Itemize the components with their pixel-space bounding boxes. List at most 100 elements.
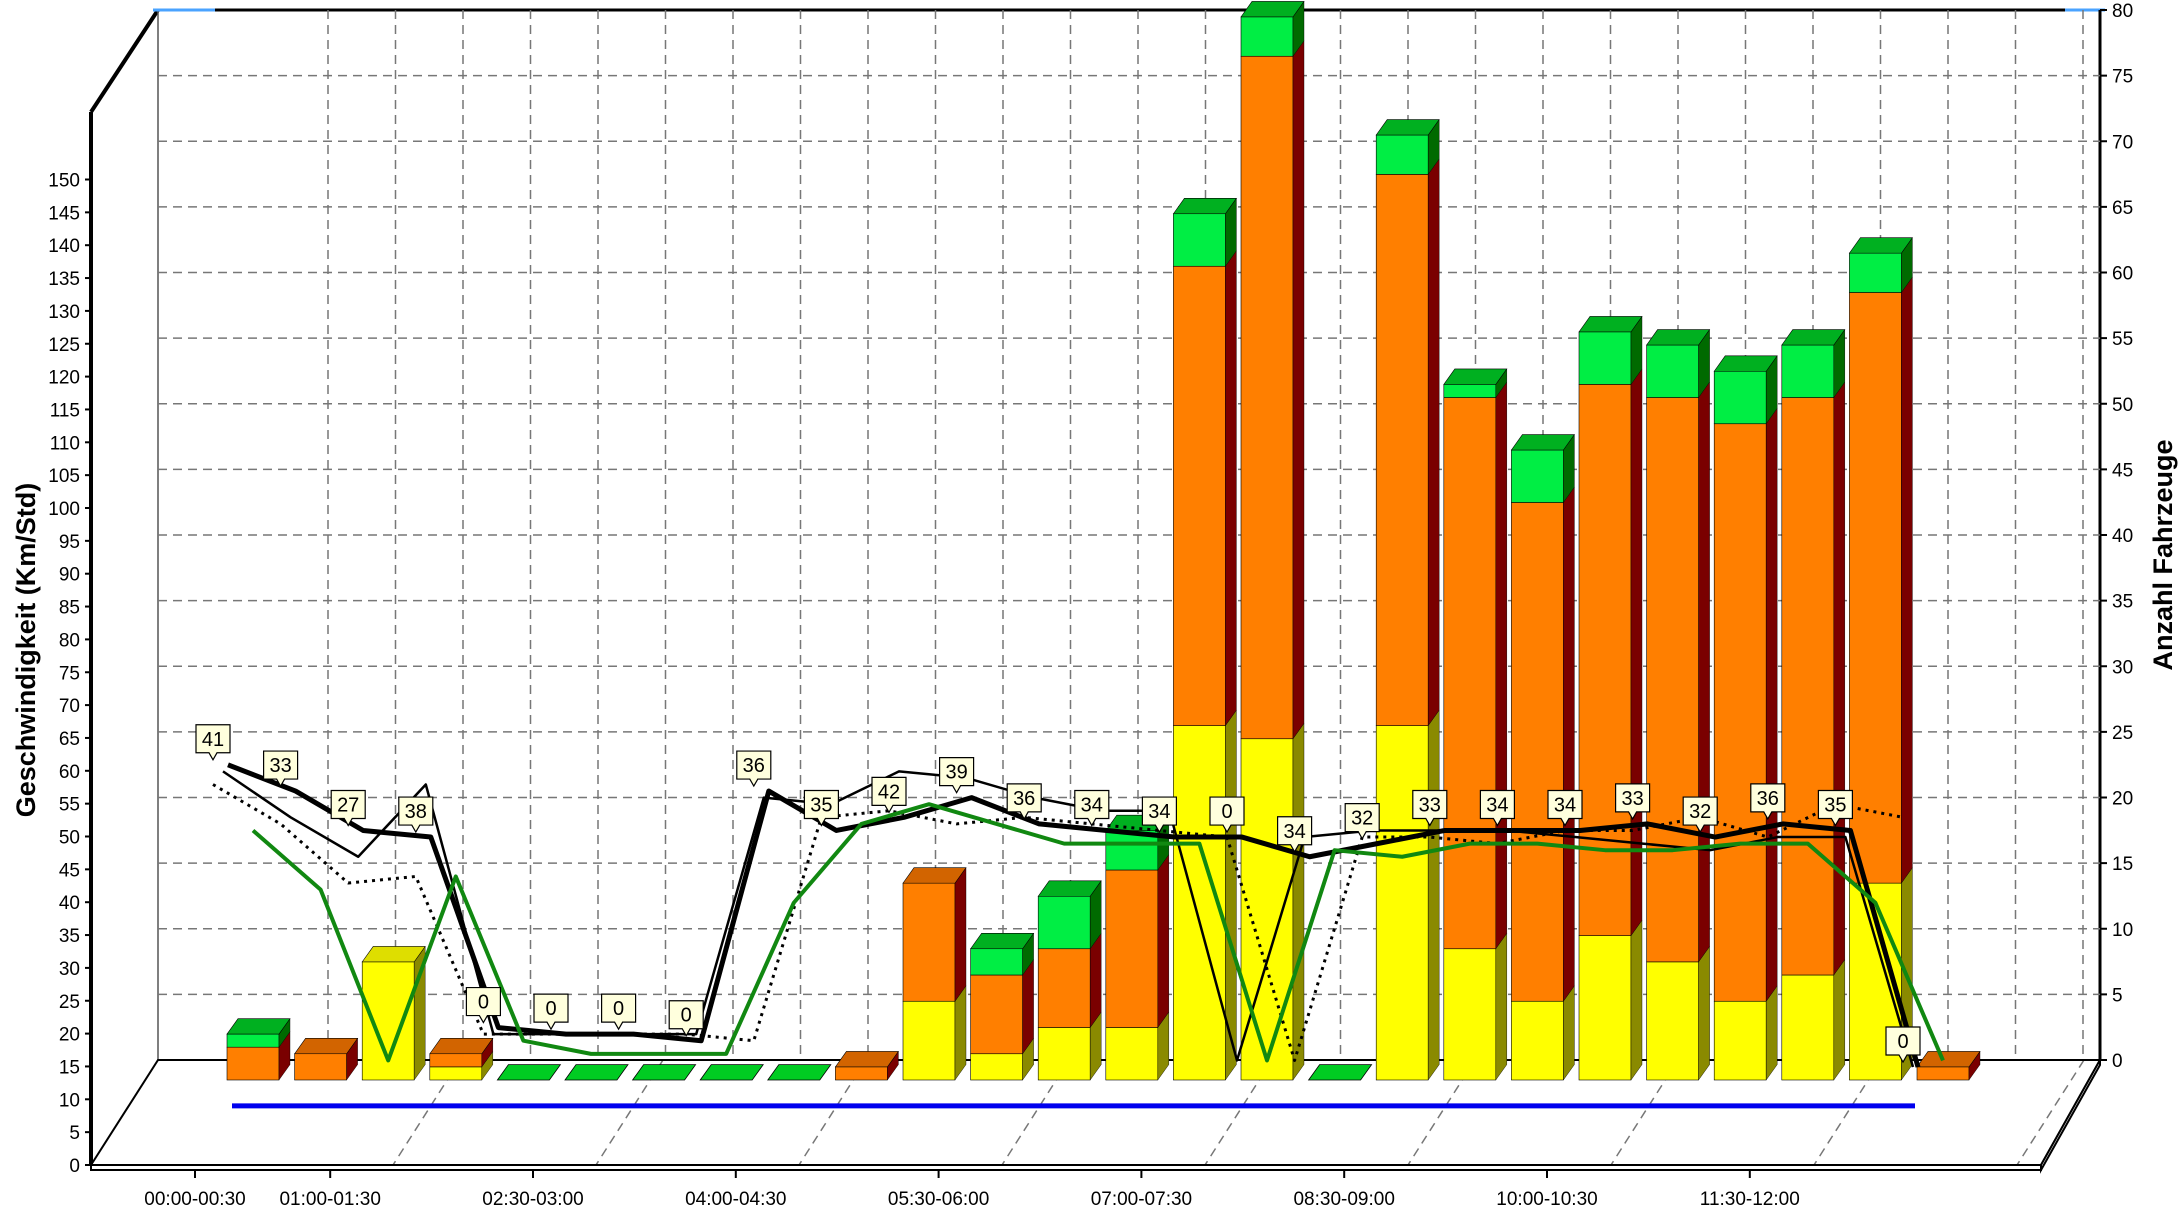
bar-segment-side — [1698, 945, 1710, 1081]
y-left-tick-label: 0 — [69, 1156, 80, 1177]
point-label-text: 39 — [945, 762, 967, 784]
bar-segment-side — [1563, 985, 1575, 1081]
point-label-box — [1750, 783, 1786, 821]
point-label: 41 — [195, 724, 231, 761]
bar-segment — [902, 882, 956, 1002]
bar-segment — [1713, 1000, 1767, 1081]
y-right-tick-label: 10 — [2112, 920, 2133, 941]
point-label-box — [398, 796, 434, 834]
bar-top — [1443, 368, 1508, 385]
y-left-tick-label: 55 — [59, 795, 80, 816]
bar-segment — [1713, 370, 1767, 425]
y-left-tick-label: 110 — [50, 433, 80, 454]
point-label: 34 — [1074, 789, 1110, 827]
y-right-tick-label: 45 — [2112, 460, 2133, 481]
y-right-tick-label: 0 — [2112, 1051, 2123, 1072]
speed-lines — [212, 762, 1945, 1068]
point-label-box — [263, 750, 299, 788]
bar-top — [564, 1064, 629, 1081]
point-label-box — [1885, 1026, 1921, 1064]
bar-segment — [1375, 725, 1429, 1081]
bar-top — [429, 1038, 494, 1055]
bar-top — [1375, 119, 1440, 136]
point-label: 33 — [1412, 789, 1448, 827]
point-label-box — [1817, 789, 1854, 827]
x-tick-label: 10:00-10:30 — [1496, 1189, 1597, 1210]
bar-top — [1307, 1064, 1373, 1081]
point-label-text: 41 — [202, 729, 224, 751]
point-label-text: 33 — [1621, 788, 1643, 810]
y-left-tick-label: 60 — [59, 762, 80, 783]
bar-segment — [1443, 384, 1497, 398]
bar-segment-side — [1833, 958, 1846, 1081]
floor-front — [90, 1164, 2042, 1171]
bar-top — [970, 933, 1035, 950]
y-right-tick-label: 15 — [2112, 854, 2133, 875]
point-label-text: 0 — [478, 992, 489, 1014]
point-label-text: 38 — [405, 801, 427, 823]
bar-segment-side — [954, 867, 967, 1002]
bar-segment — [1173, 213, 1226, 267]
point-label-box — [533, 993, 569, 1031]
y-left-tick-label: 15 — [59, 1057, 80, 1078]
bar-top — [294, 1038, 359, 1055]
y-left-tick-label: 120 — [48, 368, 80, 389]
y-right-tick-label: 60 — [2112, 264, 2133, 285]
point-label-text: 34 — [1081, 794, 1103, 816]
point-label-text: 0 — [1897, 1031, 1908, 1053]
bar-segment — [970, 1053, 1023, 1081]
point-label-box — [1614, 783, 1651, 821]
point-label-box — [330, 789, 366, 827]
bars — [226, 0, 1981, 1081]
point-label-box — [1479, 789, 1516, 827]
y-left-tick-label: 135 — [48, 269, 80, 290]
bar-segment — [1781, 397, 1835, 976]
bar-top — [361, 946, 426, 963]
point-label: 34 — [1479, 789, 1516, 827]
bar-segment — [1375, 134, 1429, 175]
bar-top — [1713, 355, 1778, 372]
bar-segment — [1849, 292, 1902, 884]
x-tick-label: 11:30-12:00 — [1700, 1189, 1800, 1210]
bar-segment — [1105, 830, 1159, 871]
point-label-box — [1412, 789, 1448, 827]
point-label-text: 36 — [1757, 788, 1779, 810]
point-label-box — [1209, 796, 1245, 834]
bar-segment — [1240, 55, 1294, 740]
point-label: 33 — [263, 750, 299, 788]
floor-side — [2040, 1056, 2101, 1174]
point-label-text: 0 — [681, 1005, 692, 1027]
bar-segment — [970, 948, 1023, 976]
point-label: 0 — [1209, 796, 1245, 834]
y-left-tick-label: 80 — [59, 630, 80, 651]
point-label: 32 — [1682, 796, 1718, 834]
bar-segment-side — [954, 985, 967, 1081]
y-right-tick-label: 75 — [2112, 67, 2133, 88]
bar-segment-side — [1630, 919, 1643, 1081]
point-label-box — [938, 757, 975, 794]
bar-segment — [1646, 344, 1699, 398]
point-label: 39 — [938, 757, 975, 794]
point-label-box — [1006, 783, 1042, 821]
bar-segment-side — [1157, 853, 1170, 1029]
bar-segment — [1105, 869, 1159, 1028]
x-tick-label: 05:30-06:00 — [888, 1189, 989, 1210]
point-label-text: 34 — [1486, 794, 1508, 816]
point-label-box — [1682, 796, 1718, 834]
point-label-text: 34 — [1283, 821, 1305, 843]
y-right-tick-label: 70 — [2112, 132, 2133, 153]
point-label-text: 42 — [878, 781, 900, 803]
bar-top — [902, 867, 967, 884]
y-right-tick-label: 30 — [2112, 657, 2133, 678]
bar-segment — [294, 1053, 347, 1081]
y-axis-left-title: Geschwindigkeit (Km/Std) — [11, 483, 41, 818]
bar-segment — [1578, 935, 1632, 1081]
bar-segment — [1173, 265, 1226, 726]
y-right-tick-label: 35 — [2112, 592, 2133, 613]
y-right-tick-label: 80 — [2112, 1, 2133, 22]
point-label-text: 35 — [1824, 794, 1846, 816]
point-label-text: 36 — [1013, 788, 1035, 810]
bar-segment — [1511, 449, 1564, 503]
bar-segment — [429, 1066, 483, 1081]
